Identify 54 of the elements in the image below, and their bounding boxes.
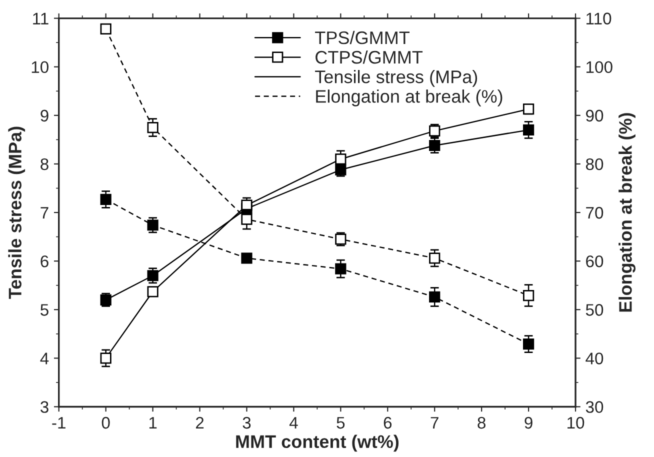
point: [429, 291, 440, 303]
point: [147, 122, 158, 134]
x-axis-title: MMT content (wt%): [236, 434, 399, 452]
x-tick-label: 10: [568, 416, 584, 429]
x-tick-label: 9: [524, 416, 532, 429]
point: [335, 154, 346, 165]
x-tick-label: 5: [336, 417, 345, 429]
x-tick-label: -1: [52, 417, 66, 429]
x-tick-label: 0: [102, 416, 110, 429]
x-tick-label: 3: [242, 416, 251, 429]
y-tick-label: 8: [40, 158, 48, 170]
y2-tick-label: 80: [586, 158, 604, 170]
y2-tick-label: 110: [586, 12, 612, 24]
x-tick-label: 8: [478, 416, 486, 429]
y-tick-label: 5: [40, 304, 48, 316]
point: [241, 214, 252, 225]
point: [522, 290, 534, 302]
point: [100, 194, 112, 205]
y-tick-label: 7: [40, 207, 48, 219]
y2-axis-title: Elongation at break (%): [618, 113, 636, 312]
y2-tick-label: 30: [586, 401, 604, 413]
point: [522, 338, 534, 350]
y-axis-title: Tensile stress (MPa): [8, 126, 26, 299]
x-tick-label: 7: [430, 417, 438, 429]
point: [522, 124, 534, 136]
point: [100, 352, 112, 364]
point: [241, 252, 252, 264]
legend-label: TPS/GMMT: [315, 30, 410, 44]
point: [100, 23, 112, 35]
point: [429, 252, 440, 264]
y2-tick-label: 40: [586, 352, 604, 364]
x-tick-label: 2: [196, 416, 204, 429]
y-tick-label: 11: [33, 12, 48, 24]
point: [522, 104, 534, 115]
point: [147, 220, 158, 231]
y2-tick-label: 100: [586, 61, 612, 74]
y-tick-label: 6: [40, 255, 48, 268]
point: [147, 286, 158, 298]
y-tick-label: 4: [40, 352, 49, 364]
x-tick-label: 4: [289, 417, 298, 429]
point: [335, 263, 346, 274]
y2-tick-label: 50: [586, 304, 604, 316]
y-tick-label: 3: [40, 401, 48, 413]
y-tick-label: 10: [32, 61, 48, 74]
legend-label: CTPS/GMMT: [316, 50, 423, 64]
x-tick-label: 1: [149, 417, 157, 429]
y-tick-label: 9: [40, 110, 48, 122]
y2-tick-label: 90: [586, 110, 604, 122]
y2-tick-label: 70: [586, 206, 604, 219]
annotation: Elongation at break (%): [316, 90, 502, 106]
annotation: Tensile stress (MPa): [315, 70, 478, 87]
y2-tick-label: 60: [586, 255, 604, 268]
x-tick-label: 6: [384, 416, 392, 429]
point: [147, 270, 158, 282]
